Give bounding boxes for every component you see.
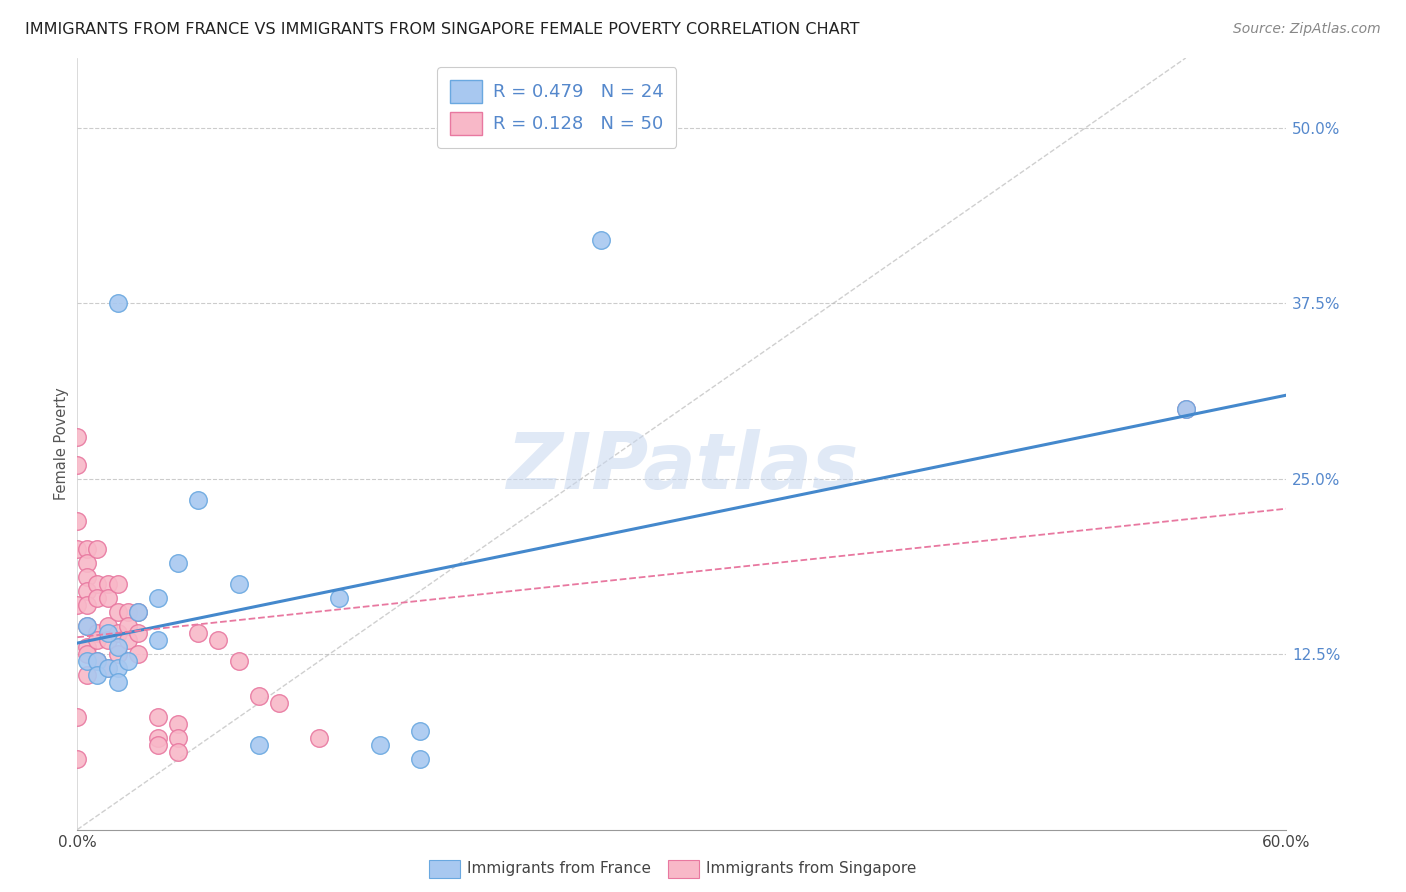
Point	[146, 739, 169, 753]
Point	[117, 605, 139, 619]
Point	[107, 640, 129, 655]
Point	[127, 605, 149, 619]
Point	[127, 626, 149, 640]
Point	[247, 690, 270, 704]
Point	[76, 647, 98, 661]
Point	[66, 514, 89, 528]
Point	[167, 717, 190, 731]
Point	[228, 577, 250, 591]
Point	[86, 668, 108, 682]
Point	[167, 556, 190, 570]
Legend: R = 0.479   N = 24, R = 0.128   N = 50: R = 0.479 N = 24, R = 0.128 N = 50	[437, 67, 676, 148]
Point	[76, 619, 98, 633]
Point	[187, 492, 209, 507]
Point	[76, 654, 98, 668]
Point	[247, 739, 270, 753]
Point	[107, 296, 129, 310]
Point	[409, 752, 432, 766]
Point	[76, 584, 98, 599]
Point	[76, 541, 98, 556]
Point	[96, 591, 118, 605]
Point	[1174, 401, 1197, 416]
Point	[368, 739, 391, 753]
Point	[1174, 401, 1197, 416]
Point	[76, 668, 98, 682]
Point	[117, 654, 139, 668]
Point	[117, 633, 139, 648]
Y-axis label: Female Poverty: Female Poverty	[53, 387, 69, 500]
Point	[86, 654, 108, 668]
Text: Source: ZipAtlas.com: Source: ZipAtlas.com	[1233, 22, 1381, 37]
Point	[167, 731, 190, 746]
Point	[86, 633, 108, 648]
Point	[308, 731, 330, 746]
Point	[96, 577, 118, 591]
Text: Immigrants from France: Immigrants from France	[467, 862, 651, 876]
Text: Immigrants from Singapore: Immigrants from Singapore	[706, 862, 917, 876]
Point	[167, 745, 190, 759]
Point	[76, 570, 98, 584]
Point	[76, 556, 98, 570]
Point	[591, 233, 613, 247]
Text: IMMIGRANTS FROM FRANCE VS IMMIGRANTS FROM SINGAPORE FEMALE POVERTY CORRELATION C: IMMIGRANTS FROM FRANCE VS IMMIGRANTS FRO…	[25, 22, 860, 37]
Point	[76, 619, 98, 633]
Point	[107, 605, 129, 619]
Point	[96, 661, 118, 675]
Point	[86, 626, 108, 640]
Point	[146, 633, 169, 648]
Point	[86, 654, 108, 668]
Point	[76, 598, 98, 612]
Point	[409, 724, 432, 739]
Point	[96, 661, 118, 675]
Point	[267, 696, 290, 710]
Point	[107, 647, 129, 661]
Point	[146, 731, 169, 746]
Point	[146, 710, 169, 724]
Point	[96, 619, 118, 633]
Point	[66, 598, 89, 612]
Point	[187, 626, 209, 640]
Point	[127, 605, 149, 619]
Point	[328, 591, 350, 605]
Point	[107, 675, 129, 690]
Point	[86, 591, 108, 605]
Point	[66, 430, 89, 444]
Point	[107, 661, 129, 675]
Point	[127, 647, 149, 661]
Point	[107, 626, 129, 640]
Point	[86, 577, 108, 591]
Point	[96, 626, 118, 640]
Point	[117, 619, 139, 633]
Point	[66, 710, 89, 724]
Point	[228, 654, 250, 668]
Point	[146, 591, 169, 605]
Point	[107, 577, 129, 591]
Point	[76, 640, 98, 655]
Point	[66, 752, 89, 766]
Point	[96, 633, 118, 648]
Point	[66, 541, 89, 556]
Text: ZIPatlas: ZIPatlas	[506, 429, 858, 505]
Point	[66, 458, 89, 472]
Point	[86, 541, 108, 556]
Point	[207, 633, 229, 648]
